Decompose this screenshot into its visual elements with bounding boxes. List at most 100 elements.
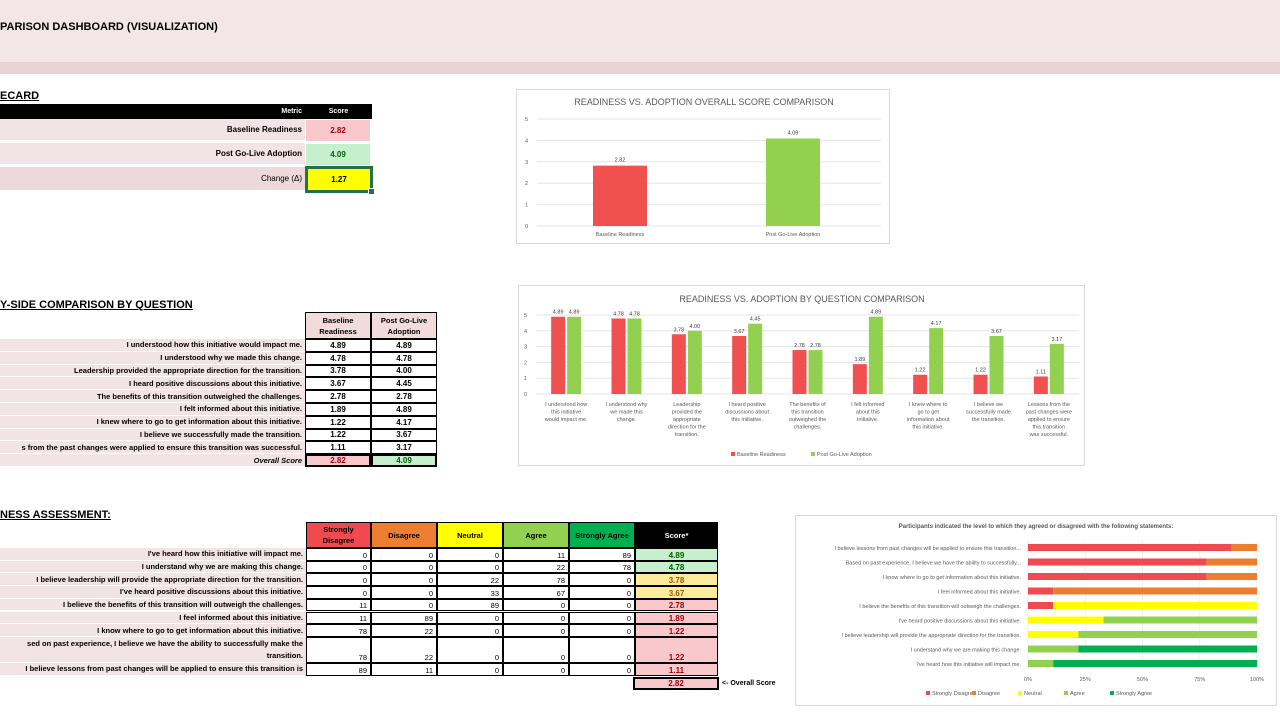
response-percent[interactable]: 0 bbox=[306, 586, 371, 599]
response-percent[interactable]: 0 bbox=[437, 560, 503, 574]
post-value[interactable]: 4.17 bbox=[371, 415, 437, 429]
response-percent[interactable]: 0 bbox=[569, 662, 635, 676]
overall-score-chart[interactable]: READINESS VS. ADOPTION OVERALL SCORE COM… bbox=[516, 89, 890, 244]
score-value[interactable]: 1.89 bbox=[635, 611, 718, 625]
response-percent[interactable]: 0 bbox=[569, 611, 635, 625]
response-percent[interactable]: 0 bbox=[371, 560, 437, 574]
response-percent[interactable]: 0 bbox=[569, 636, 635, 663]
post-value[interactable]: 4.89 bbox=[371, 339, 437, 352]
y-tick-label: 2 bbox=[524, 360, 527, 366]
response-percent[interactable]: 0 bbox=[437, 611, 503, 625]
response-percent[interactable]: 89 bbox=[437, 598, 503, 612]
response-percent[interactable]: 0 bbox=[503, 611, 569, 625]
overall-baseline[interactable]: 2.82 bbox=[305, 454, 371, 468]
scorecard-score-baseline[interactable]: 2.82 bbox=[306, 120, 370, 141]
score-value[interactable]: 1.22 bbox=[635, 636, 718, 663]
response-percent[interactable]: 0 bbox=[371, 573, 437, 587]
response-percent[interactable]: 33 bbox=[437, 586, 503, 599]
response-percent[interactable]: 11 bbox=[306, 598, 371, 612]
response-percent[interactable]: 0 bbox=[437, 662, 503, 676]
agreement-stacked-chart[interactable]: Participants indicated the level to whic… bbox=[795, 515, 1277, 706]
response-percent[interactable]: 0 bbox=[437, 624, 503, 637]
response-percent[interactable]: 0 bbox=[371, 548, 437, 561]
statement-label: I believe lessons from past changes will… bbox=[0, 662, 306, 676]
score-value[interactable]: 2.78 bbox=[635, 598, 718, 612]
score-value[interactable]: 4.78 bbox=[635, 560, 718, 574]
response-percent[interactable]: 0 bbox=[503, 636, 569, 663]
statement-label: I've heard how this initiative will impa… bbox=[0, 548, 306, 561]
response-percent[interactable]: 11 bbox=[371, 662, 437, 676]
response-percent[interactable]: 0 bbox=[569, 598, 635, 612]
scorecard-score-adoption[interactable]: 4.09 bbox=[306, 144, 370, 165]
score-value[interactable]: 3.78 bbox=[635, 573, 718, 587]
response-percent[interactable]: 0 bbox=[306, 560, 371, 574]
response-percent[interactable]: 67 bbox=[503, 586, 569, 599]
response-percent[interactable]: 78 bbox=[306, 636, 371, 663]
score-value[interactable]: 1.22 bbox=[635, 624, 718, 637]
response-percent[interactable]: 22 bbox=[371, 624, 437, 637]
response-percent[interactable]: 22 bbox=[503, 560, 569, 574]
response-percent[interactable]: 78 bbox=[306, 624, 371, 637]
response-percent[interactable]: 78 bbox=[503, 573, 569, 587]
baseline-value[interactable]: 4.78 bbox=[305, 351, 371, 365]
data-label: 4.89 bbox=[553, 310, 564, 316]
baseline-value[interactable]: 1.11 bbox=[305, 441, 371, 455]
response-percent[interactable]: 0 bbox=[371, 586, 437, 599]
response-percent[interactable]: 11 bbox=[306, 611, 371, 625]
post-value[interactable]: 3.67 bbox=[371, 428, 437, 442]
baseline-value[interactable]: 2.78 bbox=[305, 390, 371, 403]
post-value[interactable]: 4.89 bbox=[371, 403, 437, 416]
scorecard-score-change-selected-cell[interactable]: 1.27 bbox=[305, 166, 373, 193]
baseline-value[interactable]: 1.22 bbox=[305, 415, 371, 429]
data-label: 2.78 bbox=[794, 343, 805, 349]
response-percent[interactable]: 89 bbox=[306, 662, 371, 676]
bar-baseline bbox=[973, 374, 988, 394]
score-value[interactable]: 4.89 bbox=[635, 548, 718, 561]
response-percent[interactable]: 0 bbox=[306, 548, 371, 561]
response-percent[interactable]: 0 bbox=[569, 624, 635, 637]
response-percent[interactable]: 0 bbox=[437, 636, 503, 663]
response-percent[interactable]: 78 bbox=[569, 560, 635, 574]
response-percent[interactable]: 11 bbox=[503, 548, 569, 561]
legend-label: Neutral bbox=[1024, 691, 1042, 697]
x-tick-label: 25% bbox=[1080, 677, 1091, 683]
bar-segment-strongly-agree bbox=[1053, 660, 1257, 667]
response-percent[interactable]: 89 bbox=[371, 611, 437, 625]
baseline-value[interactable]: 3.67 bbox=[305, 377, 371, 391]
legend-swatch bbox=[1110, 691, 1114, 695]
scorecard-header bbox=[0, 104, 372, 119]
overall-post[interactable]: 4.09 bbox=[371, 454, 437, 468]
response-percent[interactable]: 89 bbox=[569, 548, 635, 561]
score-value[interactable]: 3.67 bbox=[635, 586, 718, 599]
post-value[interactable]: 4.00 bbox=[371, 364, 437, 378]
baseline-value[interactable]: 4.89 bbox=[305, 339, 371, 352]
fill-handle[interactable] bbox=[368, 188, 375, 195]
response-percent[interactable]: 0 bbox=[503, 624, 569, 637]
response-percent[interactable]: 0 bbox=[503, 598, 569, 612]
y-tick-label: 1 bbox=[525, 203, 528, 209]
baseline-value[interactable]: 1.22 bbox=[305, 428, 371, 442]
post-value[interactable]: 2.78 bbox=[371, 390, 437, 403]
score-value[interactable]: 1.11 bbox=[635, 662, 718, 676]
post-value[interactable]: 4.45 bbox=[371, 377, 437, 391]
overall-score-value[interactable]: 2.82 bbox=[633, 676, 719, 690]
baseline-value[interactable]: 3.78 bbox=[305, 364, 371, 378]
x-tick-label: Leadership provided the appropriate directi… bbox=[668, 402, 706, 438]
bar-post-adoption bbox=[1049, 343, 1064, 394]
response-percent[interactable]: 0 bbox=[371, 598, 437, 612]
response-percent[interactable]: 0 bbox=[437, 548, 503, 561]
y-tick-label: 3 bbox=[524, 345, 527, 351]
response-percent[interactable]: 0 bbox=[306, 573, 371, 587]
bar-baseline bbox=[732, 336, 747, 394]
response-percent[interactable]: 0 bbox=[503, 662, 569, 676]
response-percent[interactable]: 0 bbox=[569, 573, 635, 587]
response-percent[interactable]: 0 bbox=[569, 586, 635, 599]
bar-post-adoption bbox=[868, 316, 883, 394]
response-percent[interactable]: 22 bbox=[437, 573, 503, 587]
x-tick-label: I heard positive discussions about this in… bbox=[725, 402, 769, 423]
question-comparison-chart[interactable]: READINESS VS. ADOPTION BY QUESTION COMPA… bbox=[518, 285, 1085, 466]
post-value[interactable]: 3.17 bbox=[371, 441, 437, 455]
response-percent[interactable]: 22 bbox=[371, 636, 437, 663]
post-value[interactable]: 4.78 bbox=[371, 351, 437, 365]
baseline-value[interactable]: 1.89 bbox=[305, 403, 371, 416]
